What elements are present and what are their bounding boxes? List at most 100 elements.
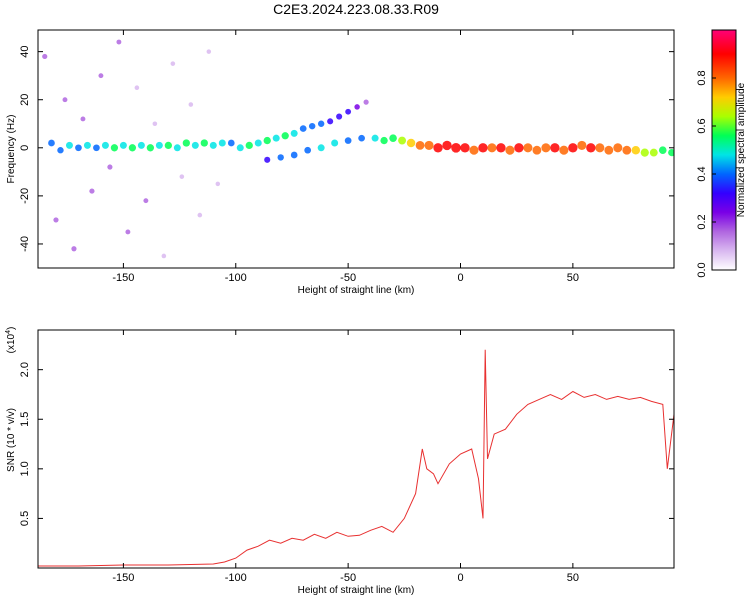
spectrogram-point (354, 104, 360, 110)
spectrogram-point (299, 125, 307, 132)
spectrogram-point (514, 143, 524, 153)
spectrogram-point (191, 141, 199, 149)
spectrogram-point (523, 143, 533, 153)
snr-x-tick-label: 50 (567, 572, 579, 584)
spectrogram-y-tick-label: 20 (19, 94, 31, 106)
spectrogram-point (179, 174, 185, 179)
spectrogram-y-tick-label: -20 (19, 188, 31, 204)
spectrogram-point (559, 145, 569, 155)
spectrogram-point (42, 53, 48, 60)
colorbar-label: Normalized spectral amplitude (736, 82, 747, 217)
spectrogram-point (119, 141, 127, 149)
spectrogram-point (80, 116, 86, 122)
snr-y-tick-label: 1.5 (19, 412, 31, 427)
spectrogram-point (478, 143, 488, 153)
spectrogram-point (116, 39, 122, 45)
spectrogram-point (613, 143, 623, 153)
spectrogram-point (101, 141, 109, 149)
colorbar: 0.0 0.2 0.4 0.6 0.8 Normalized spectral ampl… (696, 29, 747, 278)
snr-y-tick-label: 0.5 (19, 511, 31, 526)
spectrogram-point (48, 139, 55, 147)
spectrogram-frame (37, 29, 675, 269)
spectrogram-x-tick-label: -50 (340, 272, 356, 284)
spectrogram-x-tick-label: -100 (225, 272, 247, 284)
spectrogram-point (532, 145, 542, 155)
spectrogram-point (415, 140, 425, 150)
spectrogram-point (277, 154, 284, 161)
spectrogram-y-tick-label: 40 (19, 46, 31, 58)
colorbar-ticks: 0.0 0.2 0.4 0.6 0.8 (696, 70, 716, 278)
spectrogram-point (57, 147, 64, 154)
spectrogram-point (125, 229, 131, 235)
spectrogram-x-ticks: -150 -100 -50 0 50 (112, 30, 579, 284)
spectrogram-point (406, 138, 416, 148)
spectrogram-point (604, 145, 614, 155)
spectrogram-point (188, 102, 194, 107)
spectrogram-point (433, 143, 443, 153)
snr-x-tick-label: -50 (340, 572, 356, 584)
snr-x-ticks: -150 -100 -50 0 50 (112, 330, 579, 584)
spectrogram-point (143, 198, 149, 204)
colorbar-frame (711, 29, 737, 271)
spectrogram-point (227, 139, 235, 147)
spectrogram-point (460, 143, 470, 153)
spectrogram-point (146, 144, 155, 152)
spectrogram-point (155, 141, 163, 149)
spectrogram-point (161, 253, 167, 259)
spectrogram-point (173, 144, 181, 152)
colorbar-tick-label: 0.0 (696, 262, 708, 277)
spectrogram-point (550, 143, 560, 153)
spectrogram-point (182, 139, 190, 147)
spectrogram-marks (42, 39, 674, 259)
colorbar-tick-label: 0.8 (696, 70, 708, 85)
snr-y-axis-label: SNR (10 * v/v) (6, 408, 17, 472)
spectrogram-point (640, 148, 649, 157)
spectrogram-point (389, 134, 397, 142)
spectrogram-point (93, 144, 100, 152)
colorbar-tick-label: 0.2 (696, 214, 708, 229)
colorbar-tick-label: 0.6 (696, 118, 708, 133)
spectrogram-point (263, 136, 271, 145)
spectrogram-point (134, 85, 140, 90)
spectrogram-x-tick-label: -150 (112, 272, 134, 284)
spectrogram-point (451, 142, 461, 153)
spectrogram-point (218, 139, 226, 147)
spectrogram-point (622, 145, 632, 155)
snr-panel: -150 -100 -50 0 50 0.5 1.0 1.5 2.0 Height of st… (5, 327, 675, 596)
spectrogram-point (336, 113, 343, 120)
spectrogram-point (215, 181, 221, 187)
snr-x-tick-label: -150 (112, 572, 134, 584)
colorbar-gradient (712, 30, 736, 270)
spectrogram-point (272, 134, 280, 142)
spectrogram-point (200, 139, 208, 147)
spectrogram-point (568, 143, 578, 153)
spectrogram-point (281, 132, 289, 140)
spectrogram-point (170, 61, 176, 66)
figure-title: C2E3.2024.223.08.33.R09 (273, 1, 439, 17)
spectrogram-point (469, 145, 479, 155)
spectrogram-point (290, 151, 298, 159)
spectrogram-point (363, 99, 369, 105)
spectrogram-point (83, 141, 91, 149)
spectrogram-y-axis-label: Frequency (Hz) (6, 115, 17, 184)
snr-series-line (38, 349, 674, 567)
spectrogram-point (245, 141, 253, 150)
snr-y-scale-label: (x104) (5, 327, 17, 354)
spectrogram-point (344, 137, 352, 144)
snr-x-axis-label: Height of straight line (km) (298, 585, 415, 596)
spectrogram-y-tick-label: -40 (19, 236, 31, 252)
spectrogram-point (71, 246, 77, 252)
spectrogram-point (317, 120, 325, 127)
spectrogram-point (398, 136, 407, 145)
spectrogram-point (331, 139, 339, 147)
spectrogram-point (164, 141, 172, 150)
spectrogram-point (254, 139, 262, 147)
spectrogram-point (236, 144, 244, 152)
spectrogram-panel: -150 -100 -50 0 50 -40 -20 0 20 40 Height of str… (6, 29, 675, 296)
spectrogram-point (197, 212, 203, 218)
spectrogram-x-axis-label: Height of straight line (km) (298, 285, 415, 296)
spectrogram-x-tick-label: 0 (457, 272, 463, 284)
spectrogram-point (496, 143, 506, 153)
spectrogram-point (264, 156, 271, 163)
snr-x-tick-label: 0 (457, 572, 463, 584)
